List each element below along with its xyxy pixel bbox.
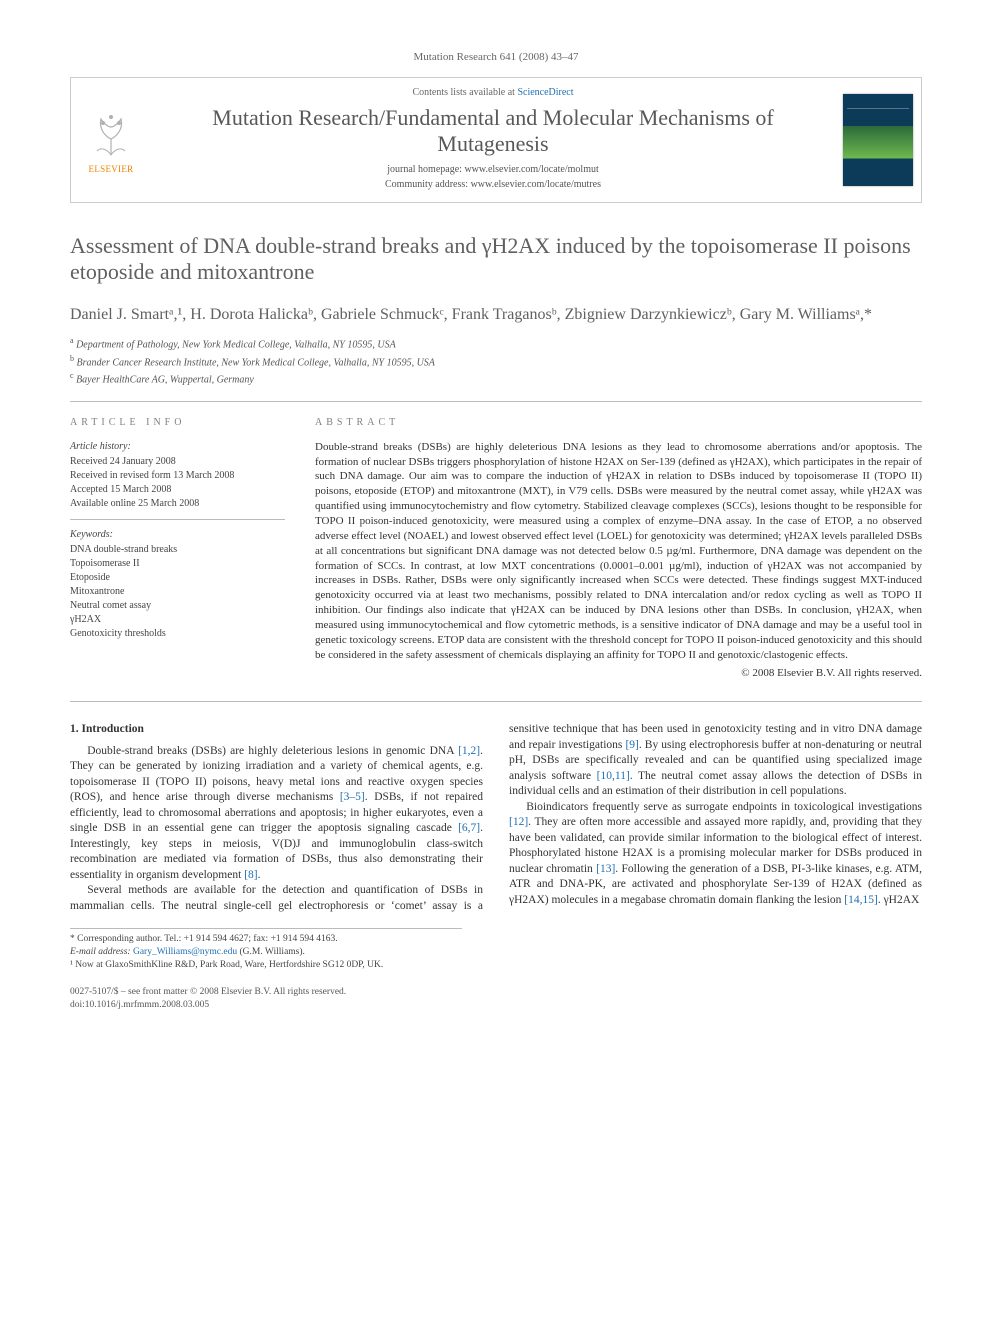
body-columns: 1. Introduction Double-strand breaks (DS… — [70, 722, 922, 914]
affiliation-c: c Bayer HealthCare AG, Wuppertal, German… — [70, 370, 922, 387]
front-matter-line: 0027-5107/$ – see front matter © 2008 El… — [70, 986, 922, 999]
accepted-date: Accepted 15 March 2008 — [70, 483, 285, 497]
footnotes: * Corresponding author. Tel.: +1 914 594… — [70, 928, 462, 971]
contents-available-line: Contents lists available at ScienceDirec… — [157, 86, 829, 100]
divider — [70, 701, 922, 702]
doi-line: doi:10.1016/j.mrfmmm.2008.03.005 — [70, 999, 922, 1012]
email-suffix: (G.M. Williams). — [240, 947, 305, 957]
online-date: Available online 25 March 2008 — [70, 497, 285, 511]
journal-cover — [835, 78, 921, 202]
keywords-label: Keywords: — [70, 528, 285, 542]
journal-links: journal homepage: www.elsevier.com/locat… — [157, 162, 829, 192]
sciencedirect-link[interactable]: ScienceDirect — [517, 87, 573, 98]
elsevier-tree-icon — [83, 105, 139, 161]
divider — [70, 401, 922, 402]
masthead-center: Contents lists available at ScienceDirec… — [151, 78, 835, 202]
community-label: Community address: — [385, 179, 471, 190]
abstract-copyright: © 2008 Elsevier B.V. All rights reserved… — [315, 666, 922, 681]
keyword: γH2AX — [70, 613, 285, 627]
homepage-url[interactable]: www.elsevier.com/locate/molmut — [464, 164, 598, 175]
article-history: Article history: Received 24 January 200… — [70, 440, 285, 520]
keyword: Topoisomerase II — [70, 557, 285, 571]
cover-thumbnail — [843, 94, 913, 186]
abstract: ABSTRACT Double-strand breaks (DSBs) are… — [315, 416, 922, 681]
body-paragraph: Double-strand breaks (DSBs) are highly d… — [70, 744, 483, 884]
journal-title: Mutation Research/Fundamental and Molecu… — [157, 105, 829, 156]
affiliation-b: b Brander Cancer Research Institute, New… — [70, 353, 922, 370]
author-footnote-1: ¹ Now at GlaxoSmithKline R&D, Park Road,… — [70, 959, 462, 972]
elsevier-wordmark: ELSEVIER — [89, 163, 134, 175]
section-number: 1. — [70, 723, 79, 735]
email-link[interactable]: Gary_Williams@nymc.edu — [133, 947, 237, 957]
info-abstract-row: ARTICLE INFO Article history: Received 2… — [70, 416, 922, 681]
affiliations: a Department of Pathology, New York Medi… — [70, 335, 922, 387]
keyword: Mitoxantrone — [70, 585, 285, 599]
article-info: ARTICLE INFO Article history: Received 2… — [70, 416, 285, 681]
keyword: Genotoxicity thresholds — [70, 627, 285, 641]
keywords-block: Keywords: DNA double-strand breaks Topoi… — [70, 528, 285, 641]
received-date: Received 24 January 2008 — [70, 455, 285, 469]
keyword: Etoposide — [70, 571, 285, 585]
email-line: E-mail address: Gary_Williams@nymc.edu (… — [70, 946, 462, 959]
running-head: Mutation Research 641 (2008) 43–47 — [70, 50, 922, 65]
corresponding-author: * Corresponding author. Tel.: +1 914 594… — [70, 933, 462, 946]
author-list: Daniel J. Smartᵃ,¹, H. Dorota Halickaᵇ, … — [70, 304, 922, 326]
affiliation-a: a Department of Pathology, New York Medi… — [70, 335, 922, 352]
revised-date: Received in revised form 13 March 2008 — [70, 469, 285, 483]
community-url[interactable]: www.elsevier.com/locate/mutres — [471, 179, 601, 190]
page-footer: 0027-5107/$ – see front matter © 2008 El… — [70, 986, 922, 1012]
history-label: Article history: — [70, 440, 285, 454]
article-info-head: ARTICLE INFO — [70, 416, 285, 430]
homepage-label: journal homepage: — [387, 164, 464, 175]
keyword: DNA double-strand breaks — [70, 543, 285, 557]
contents-prefix: Contents lists available at — [412, 87, 517, 98]
abstract-text: Double-strand breaks (DSBs) are highly d… — [315, 440, 922, 663]
keyword: Neutral comet assay — [70, 599, 285, 613]
email-label: E-mail address: — [70, 947, 131, 957]
article-title: Assessment of DNA double-strand breaks a… — [70, 233, 922, 286]
section-title: Introduction — [82, 723, 144, 735]
elsevier-logo: ELSEVIER — [71, 78, 151, 202]
section-heading: 1. Introduction — [70, 722, 483, 738]
abstract-head: ABSTRACT — [315, 416, 922, 430]
body-paragraph: Bioindicators frequently serve as surrog… — [509, 800, 922, 909]
journal-masthead: ELSEVIER Contents lists available at Sci… — [70, 77, 922, 203]
